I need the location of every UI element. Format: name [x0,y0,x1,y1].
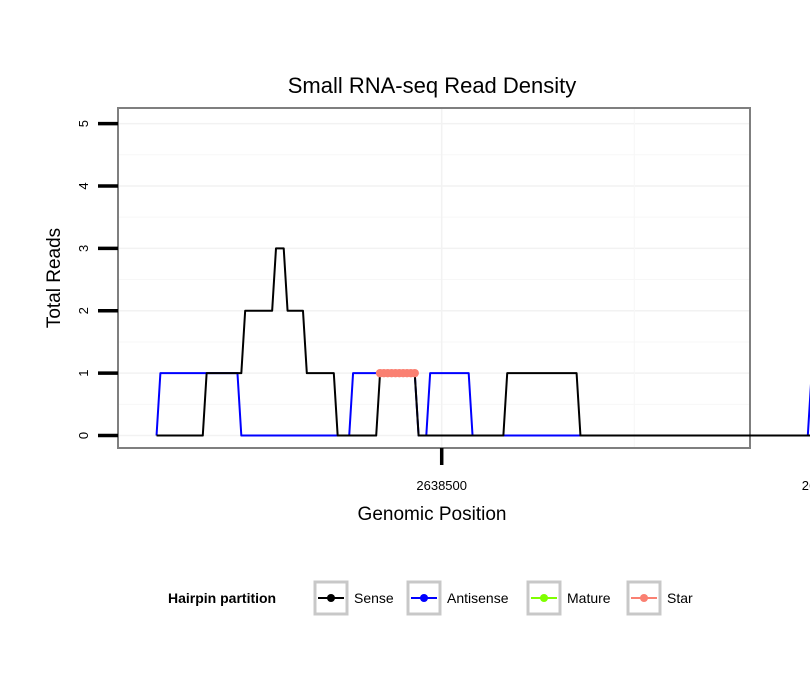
y-tick-label: 0 [76,432,91,439]
legend-label-antisense: Antisense [447,590,509,606]
y-tick-label: 3 [76,245,91,252]
legend-label-star: Star [667,590,693,606]
x-tick-label: 2638500 [416,478,467,493]
legend-label-mature: Mature [567,590,611,606]
plot-panel [117,107,751,449]
data-point-star [410,368,419,378]
y-axis-title: Total Reads [44,228,65,328]
y-tick-label: 2 [76,307,91,314]
y-tick-label: 5 [76,120,91,127]
legend: Hairpin partition Sense Antisense Mature St… [168,580,693,616]
legend-dot-star [640,594,648,602]
legend-title: Hairpin partition [168,590,276,606]
axes: 0 1 2 3 4 5 2638500 2638400 [76,120,810,493]
series-line-sense [156,247,810,437]
x-tick-label: 2638400 [802,478,810,493]
x-axis-title: Genomic Position [358,504,507,525]
grid [118,108,750,448]
legend-label-sense: Sense [354,590,394,606]
legend-dot-sense [327,594,335,602]
y-tick-label: 4 [76,182,91,189]
chart-title: Small RNA-seq Read Density [288,73,577,98]
series-layer [155,247,810,437]
legend-dot-mature [540,594,548,602]
legend-dot-antisense [420,594,428,602]
y-tick-label: 1 [76,370,91,377]
series-line-antisense [155,372,810,437]
